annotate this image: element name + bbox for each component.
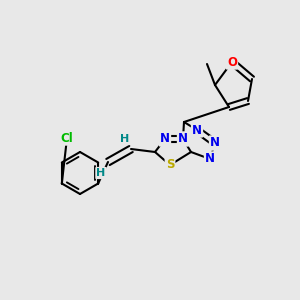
Text: N: N — [205, 152, 215, 166]
Text: H: H — [120, 134, 130, 144]
Text: N: N — [192, 124, 202, 136]
Text: N: N — [178, 133, 188, 146]
Text: N: N — [210, 136, 220, 149]
Text: H: H — [96, 168, 106, 178]
Text: Cl: Cl — [61, 131, 74, 145]
Text: N: N — [160, 133, 170, 146]
Text: O: O — [227, 56, 237, 68]
Text: S: S — [166, 158, 174, 172]
